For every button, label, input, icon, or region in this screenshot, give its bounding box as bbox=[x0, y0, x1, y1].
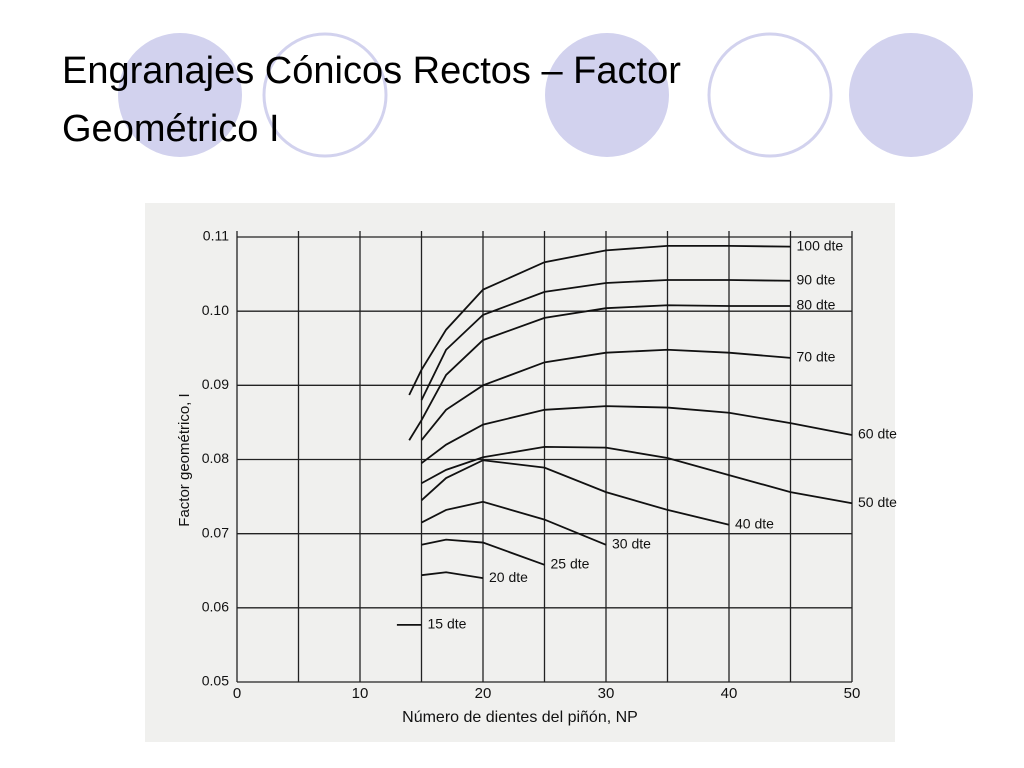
series-label: 50 dte bbox=[858, 494, 897, 510]
y-tick-label: 0.09 bbox=[202, 376, 229, 392]
series-line bbox=[420, 348, 791, 441]
decoration bbox=[118, 32, 973, 158]
x-tick-label: 0 bbox=[233, 685, 241, 702]
series-line bbox=[421, 538, 545, 566]
series-label: 80 dte bbox=[797, 297, 836, 313]
x-tick-label: 40 bbox=[721, 685, 738, 702]
series-line bbox=[408, 304, 791, 441]
circle bbox=[545, 33, 669, 157]
y-tick-label: 0.10 bbox=[202, 302, 229, 318]
series-line bbox=[421, 445, 853, 505]
x-tick-label: 20 bbox=[475, 685, 492, 702]
series-label: 60 dte bbox=[858, 426, 897, 442]
circle bbox=[262, 32, 388, 158]
series-line bbox=[420, 405, 853, 464]
y-tick-label: 0.08 bbox=[202, 450, 229, 466]
series-label: 70 dte bbox=[797, 349, 836, 365]
series-label: 90 dte bbox=[797, 271, 836, 287]
x-tick-label: 50 bbox=[844, 685, 861, 702]
series-line bbox=[421, 571, 484, 580]
plot-background bbox=[145, 203, 895, 742]
series-line bbox=[421, 500, 607, 546]
x-tick-label: 30 bbox=[598, 685, 615, 702]
y-axis-label: Factor geométrico, I bbox=[176, 393, 193, 526]
series-label: 20 dte bbox=[489, 569, 528, 585]
series-line bbox=[408, 245, 791, 396]
series-label: 15 dte bbox=[428, 616, 467, 632]
circle bbox=[118, 33, 242, 157]
series-label: 30 dte bbox=[612, 535, 651, 551]
series-label: 100 dte bbox=[797, 237, 844, 253]
y-tick-label: 0.06 bbox=[202, 599, 229, 615]
y-tick-label: 0.11 bbox=[203, 228, 229, 244]
circle bbox=[849, 33, 973, 157]
y-tick-label: 0.07 bbox=[202, 524, 229, 540]
x-axis-label: Número de dientes del piñón, NP bbox=[402, 709, 638, 726]
series-line bbox=[420, 459, 730, 526]
slide-title: Engranajes Cónicos Rectos – Factor Geomé… bbox=[62, 50, 681, 150]
x-tick-label: 10 bbox=[352, 685, 369, 702]
series-label: 25 dte bbox=[551, 556, 590, 572]
circle bbox=[707, 32, 833, 158]
y-tick-label: 0.05 bbox=[202, 673, 229, 689]
series-label: 40 dte bbox=[735, 515, 774, 531]
series-line bbox=[420, 279, 791, 401]
